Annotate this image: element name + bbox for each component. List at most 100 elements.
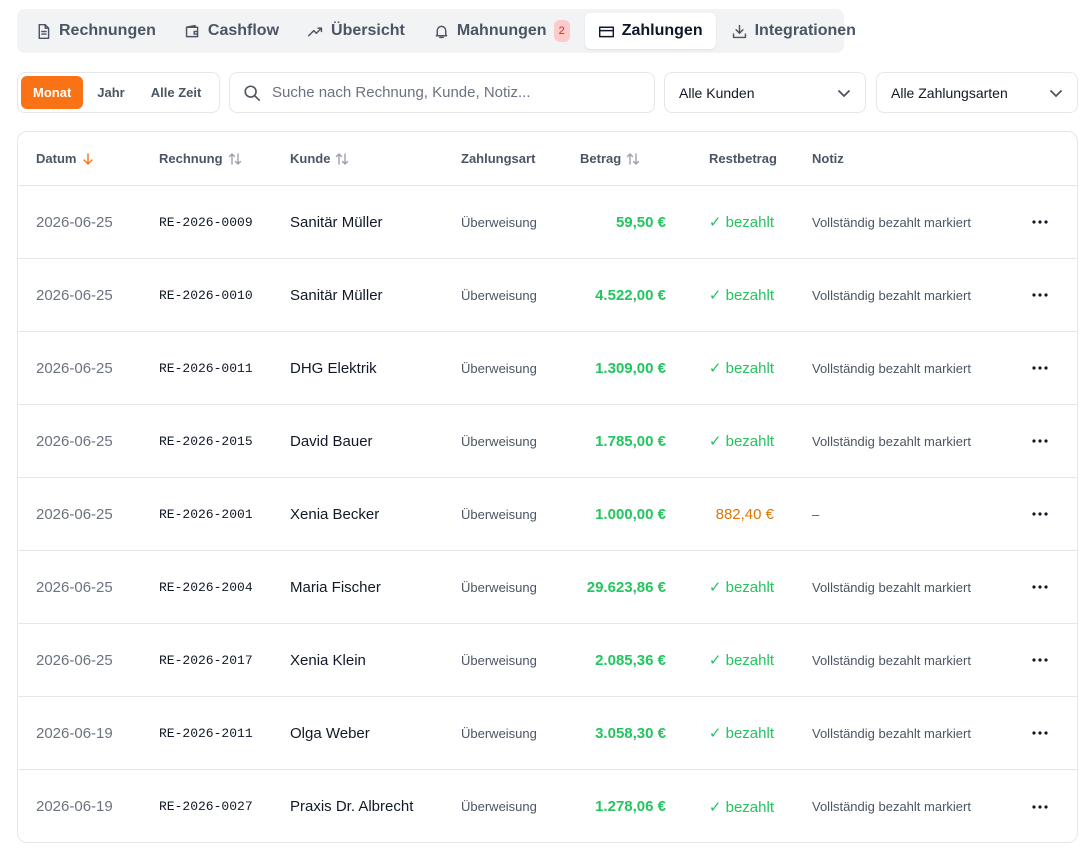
customer-select[interactable]: Alle Kunden	[664, 72, 866, 113]
badge: 2	[553, 20, 570, 42]
remaining: ✓ bezahlt	[708, 287, 774, 304]
amount: 1.278,06 €	[595, 798, 666, 815]
amount: 3.058,30 €	[595, 724, 666, 742]
invoice-number[interactable]: RE-2026-2017	[159, 652, 253, 668]
date: 2026-06-25	[36, 359, 113, 377]
row-menu[interactable]	[1031, 697, 1049, 769]
payment-method: Überweisung	[461, 287, 537, 303]
remaining: ✓ bezahlt	[708, 433, 774, 450]
row-menu[interactable]	[1031, 405, 1049, 477]
menu-icon	[1032, 220, 1048, 224]
tab[interactable]: Mahnungen 2	[420, 13, 583, 49]
date: 2026-06-25	[36, 432, 113, 450]
date: 2026-06-25	[36, 578, 113, 596]
table-row: 2026-06-25 RE-2026-2004 Maria Fischer Überw…	[18, 551, 1077, 624]
row-menu[interactable]	[1031, 551, 1049, 623]
tab[interactable]: Übersicht	[294, 13, 418, 49]
tab[interactable]: Rechnungen	[22, 13, 169, 49]
table-row: 2026-06-25 RE-2026-2015 David Bauer Überwei…	[18, 405, 1077, 478]
payment-method: Überweisung	[461, 360, 537, 376]
tab[interactable]: Integrationen	[718, 13, 869, 49]
amount: 4.522,00 €	[595, 286, 666, 304]
payment-method: Überweisung	[461, 579, 537, 595]
table-row: 2026-06-19 RE-2026-0027 Praxis Dr. Albrech…	[18, 770, 1077, 842]
search-icon	[244, 84, 261, 101]
period-option[interactable]: Jahr	[97, 85, 125, 100]
remaining: ✓ bezahlt	[708, 725, 774, 742]
icon	[307, 26, 323, 36]
remaining: ✓ bezahlt	[708, 652, 774, 669]
remaining: ✓ bezahlt	[708, 214, 774, 231]
table-row: 2026-06-25 RE-2026-2001 Xenia Becker Überwe…	[18, 478, 1077, 551]
column-header: Notiz	[812, 132, 844, 185]
sort-arrow	[336, 152, 349, 165]
table-row: 2026-06-25 RE-2026-0009 Sanitär Müller Über…	[18, 186, 1077, 259]
customer: David Bauer	[290, 432, 373, 450]
customer: Sanitär Müller	[290, 286, 383, 304]
tab-label: Cashflow	[207, 22, 280, 39]
tab-label: Zahlungen	[621, 22, 703, 39]
tab[interactable]: Cashflow	[171, 13, 292, 49]
chevron	[1050, 89, 1062, 97]
invoice-number[interactable]: RE-2026-2011	[159, 725, 253, 741]
row-menu[interactable]	[1031, 259, 1049, 331]
column-label: Betrag	[580, 151, 622, 166]
period-option[interactable]: Monat	[21, 76, 84, 109]
note: Vollständig bezahlt markiert	[812, 579, 971, 595]
row-menu[interactable]	[1031, 770, 1049, 842]
note: Vollständig bezahlt markiert	[812, 725, 971, 741]
customer: Maria Fischer	[290, 578, 381, 596]
column-header: Restbetrag	[709, 132, 777, 185]
date: 2026-06-25	[36, 286, 113, 304]
sort-icon	[228, 152, 241, 165]
invoice-number[interactable]: RE-2026-2015	[159, 433, 253, 449]
period-option[interactable]: Alle Zeit	[150, 85, 202, 100]
payments-table: Datum Rechnung Kunde Zahlungsart Betrag Restb…	[17, 131, 1078, 843]
amount: 2.085,36 €	[595, 651, 666, 669]
row-menu[interactable]	[1031, 478, 1049, 550]
date: 2026-06-25	[36, 505, 113, 523]
note: Vollständig bezahlt markiert	[812, 652, 971, 668]
menu-icon	[1032, 512, 1048, 516]
payment-method: Überweisung	[461, 506, 537, 522]
column-header[interactable]: Betrag	[580, 132, 640, 185]
remaining: 882,40 €	[715, 505, 774, 523]
row-menu[interactable]	[1031, 332, 1049, 404]
icon	[732, 24, 746, 38]
column-header[interactable]: Datum	[36, 132, 95, 185]
invoice-number[interactable]: RE-2026-2004	[159, 579, 253, 595]
invoice-number[interactable]: RE-2026-0010	[159, 287, 253, 303]
column-label: Zahlungsart	[461, 151, 536, 166]
select-label: Alle Kunden	[679, 84, 755, 101]
payment-method: Überweisung	[461, 433, 537, 449]
customer: Xenia Klein	[290, 651, 366, 669]
sort-arrow	[228, 152, 241, 165]
tab-label: Übersicht	[331, 22, 405, 39]
menu-icon	[1032, 731, 1048, 735]
search-box[interactable]: Suche nach Rechnung, Kunde, Notiz...	[229, 72, 655, 113]
payment-method: Überweisung	[461, 652, 537, 668]
note: Vollständig bezahlt markiert	[812, 287, 971, 303]
tab-label: Mahnungen	[456, 22, 547, 39]
payment-type-select[interactable]: Alle Zahlungsarten	[876, 72, 1078, 113]
column-label: Restbetrag	[709, 151, 777, 166]
column-header[interactable]: Kunde	[290, 132, 349, 185]
column-header: Zahlungsart	[461, 132, 535, 185]
search-placeholder: Suche nach Rechnung, Kunde, Notiz...	[272, 84, 531, 101]
remaining: ✓ bezahlt	[708, 360, 774, 377]
invoice-number[interactable]: RE-2026-0011	[159, 360, 253, 376]
amount: 59,50 €	[615, 213, 666, 231]
invoice-number[interactable]: RE-2026-0009	[159, 214, 253, 230]
row-menu[interactable]	[1031, 624, 1049, 696]
note: Vollständig bezahlt markiert	[812, 214, 971, 230]
invoice-number[interactable]: RE-2026-2001	[159, 506, 253, 522]
tab-label: Rechnungen	[59, 22, 156, 39]
tab[interactable]: Zahlungen	[584, 13, 716, 49]
invoice-number[interactable]: RE-2026-0027	[159, 799, 253, 814]
column-label: Rechnung	[159, 151, 223, 166]
row-menu[interactable]	[1031, 186, 1049, 258]
column-header[interactable]: Rechnung	[159, 132, 242, 185]
amount: 29.623,86 €	[586, 578, 666, 596]
sort-icon	[626, 152, 640, 165]
payment-method: Überweisung	[461, 214, 537, 230]
